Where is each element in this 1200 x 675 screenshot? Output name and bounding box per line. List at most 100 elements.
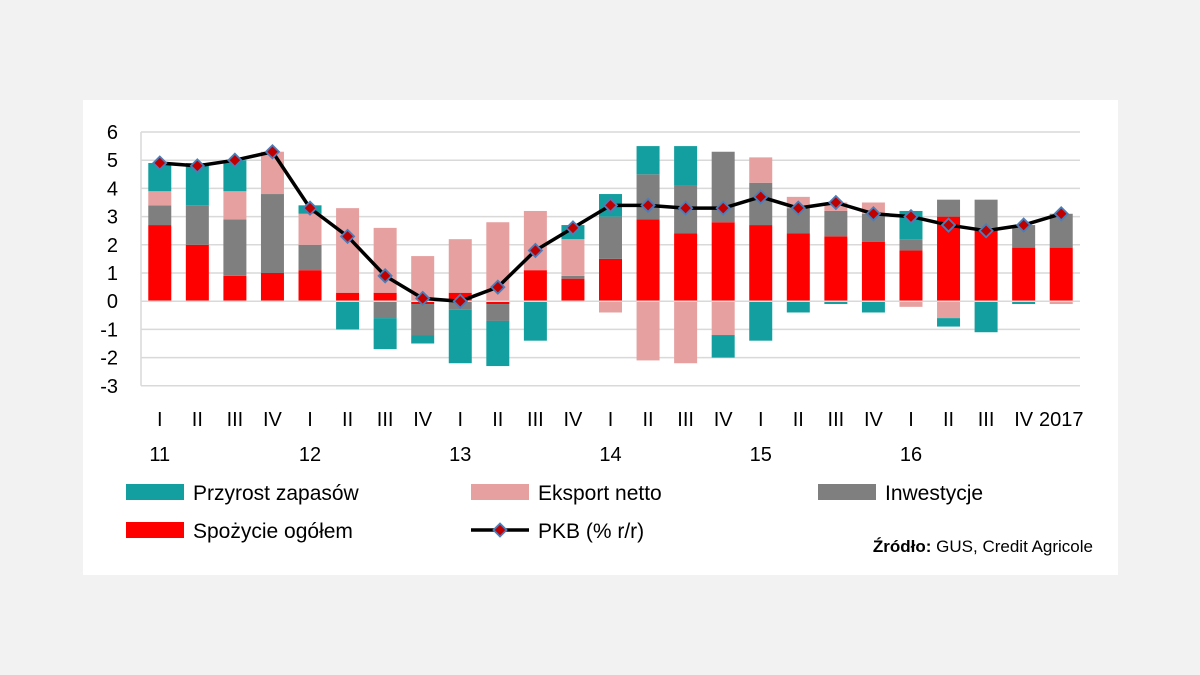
bar-segment: [486, 304, 509, 321]
bar-segment: [749, 301, 772, 340]
bar-segment: [486, 321, 509, 366]
x-tick-label: II: [192, 409, 203, 431]
bar-segment: [637, 146, 660, 174]
y-axis-labels: 6 5 4 3 2 1 0 -1 -2 -3: [100, 122, 118, 398]
bar-segment: [223, 276, 246, 301]
bar-segment: [261, 194, 284, 273]
source-text: GUS, Credit Agricole: [931, 537, 1093, 556]
bar-segment: [186, 245, 209, 301]
bar-segment: [374, 318, 397, 349]
x-tick-label: I: [157, 409, 163, 431]
bar-segment: [674, 146, 697, 185]
year-label: 12: [299, 444, 321, 466]
bar-segment: [937, 318, 960, 326]
x-tick-label: II: [642, 409, 653, 431]
bar-segment: [712, 222, 735, 301]
bar-segment: [561, 279, 584, 302]
legend-label: Przyrost zapasów: [193, 482, 360, 505]
bar-segment: [261, 273, 284, 301]
source-label: Źródło:: [873, 537, 932, 556]
bar-segment: [374, 301, 397, 318]
source-note: Źródło: GUS, Credit Agricole: [873, 537, 1093, 556]
x-tick-label: I: [758, 409, 764, 431]
bar-segment: [148, 205, 171, 225]
bar-segment: [1050, 248, 1073, 302]
bar-segment: [1012, 248, 1035, 302]
x-tick-label: I: [908, 409, 914, 431]
bar-segment: [787, 301, 810, 312]
bar-segment: [524, 301, 547, 340]
x-tick-label: IV: [1014, 409, 1034, 431]
x-tick-label: II: [793, 409, 804, 431]
x-tick-label: III: [377, 409, 394, 431]
year-label: 14: [599, 444, 621, 466]
legend-swatch: [126, 484, 184, 500]
x-tick-label: I: [608, 409, 614, 431]
x-tick-label: III: [978, 409, 995, 431]
bar-segment: [899, 250, 922, 301]
bar-segment: [862, 242, 885, 301]
y-tick-label: 4: [107, 178, 118, 200]
bar-segment: [637, 301, 660, 360]
bar-segment: [411, 335, 434, 343]
bar-segment: [674, 234, 697, 302]
x-tick-label: IV: [413, 409, 433, 431]
y-tick-label: 1: [107, 263, 118, 285]
bar-segment: [712, 301, 735, 335]
year-label: 13: [449, 444, 471, 466]
x-tick-label: I: [457, 409, 463, 431]
x-tick-label: III: [527, 409, 544, 431]
bar-segment: [674, 301, 697, 363]
legend-swatch: [126, 522, 184, 538]
bar-segment: [937, 200, 960, 217]
legend-label: PKB (% r/r): [538, 520, 644, 543]
bar-segment: [787, 234, 810, 302]
bar-segment: [374, 293, 397, 301]
bar-segment: [749, 225, 772, 301]
x-tick-label: I: [307, 409, 313, 431]
x-tick-label: III: [227, 409, 244, 431]
x-tick-label: II: [943, 409, 954, 431]
bar-segment: [749, 157, 772, 182]
bar-segment: [975, 228, 998, 301]
bar-segment: [862, 301, 885, 312]
bar-segment: [937, 301, 960, 318]
y-tick-label: 3: [107, 207, 118, 229]
bar-segment: [336, 208, 359, 293]
bar-segment: [599, 217, 622, 259]
bar-segment: [148, 225, 171, 301]
bar-segment: [411, 304, 434, 335]
year-label: 11: [149, 444, 170, 466]
y-tick-label: -2: [100, 348, 118, 370]
legend: Przyrost zapasów Eksport netto InwestycjeS…: [126, 482, 983, 543]
x-tick-label: IV: [714, 409, 734, 431]
bar-segment: [449, 239, 472, 293]
bar-segment: [299, 214, 322, 245]
bar-segment: [899, 239, 922, 250]
bar-segment: [637, 219, 660, 301]
bar-segment: [299, 270, 322, 301]
x-tick-label: IV: [263, 409, 283, 431]
bar-segment: [599, 301, 622, 312]
bar-segment: [524, 211, 547, 270]
y-tick-label: -1: [100, 319, 118, 341]
bar-segment: [561, 239, 584, 276]
y-tick-label: 0: [107, 291, 118, 313]
bar-segment: [299, 245, 322, 270]
legend-marker: [494, 524, 507, 537]
x-tick-label: IV: [864, 409, 884, 431]
bar-segment: [449, 310, 472, 364]
stacked-bars: [148, 146, 1072, 366]
bar-segment: [336, 293, 359, 301]
gdp-contributions-chart: 6543210-1-2-3 I II III IV I II III IV I II III IV I I…: [83, 100, 1118, 575]
legend-swatch: [471, 484, 529, 500]
x-tick-label: IV: [563, 409, 583, 431]
x-tick-label: III: [828, 409, 845, 431]
bar-segment: [824, 211, 847, 236]
y-tick-label: 5: [107, 150, 118, 172]
bar-segment: [599, 259, 622, 301]
x-tick-label: III: [677, 409, 694, 431]
x-tick-label: II: [492, 409, 503, 431]
bar-segment: [975, 301, 998, 332]
x-tick-label: II: [342, 409, 353, 431]
